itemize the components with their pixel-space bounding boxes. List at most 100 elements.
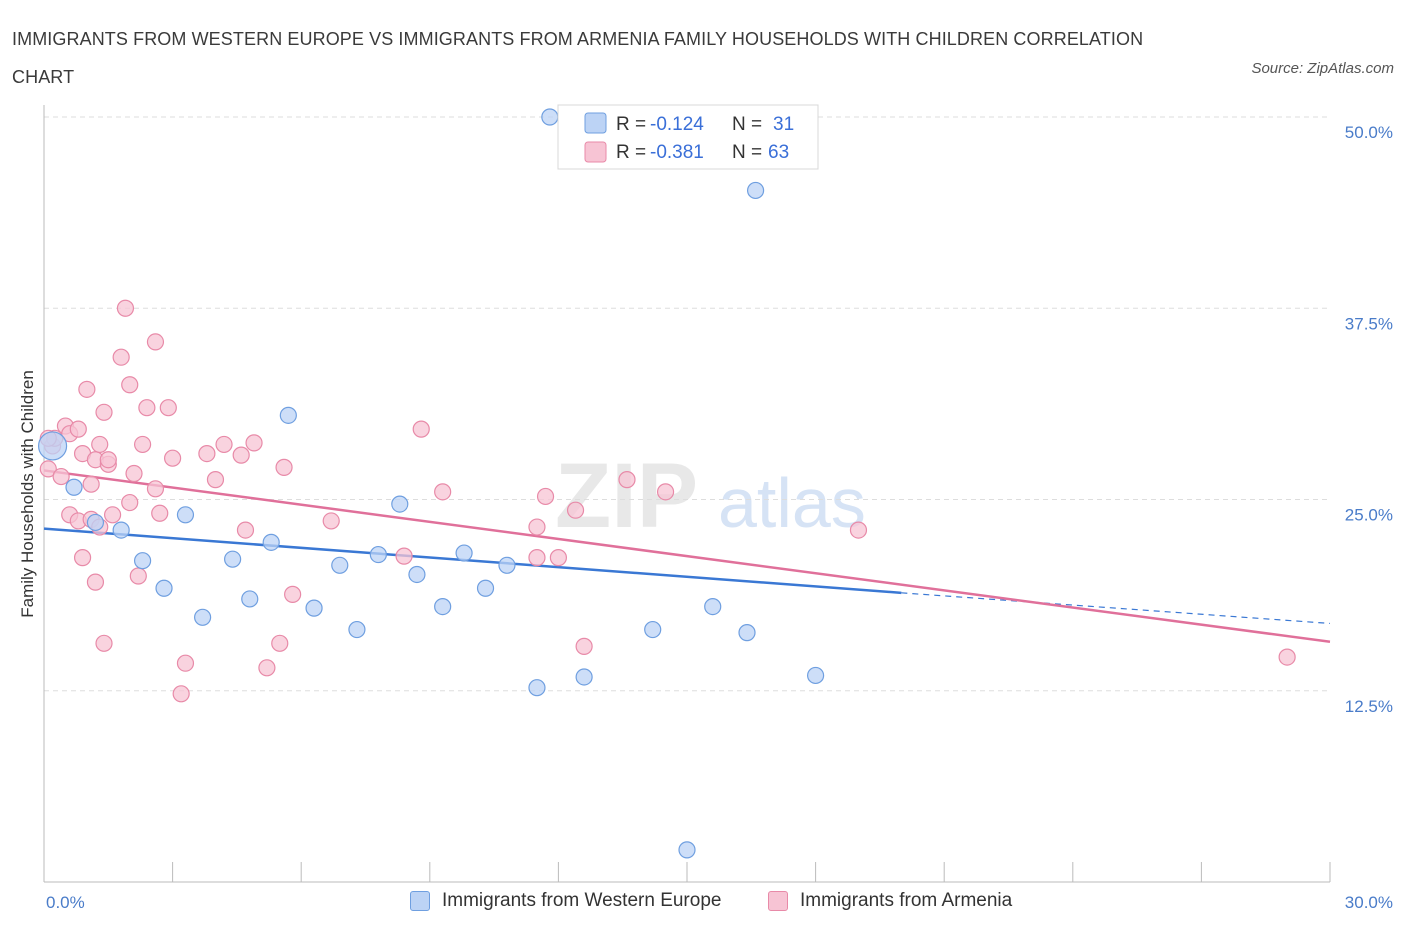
y-axis-title: Family Households with Children <box>18 370 37 618</box>
data-point-blue <box>528 679 546 697</box>
data-point-pink <box>121 376 139 394</box>
data-point-pink <box>95 634 113 652</box>
data-point-blue <box>408 565 426 584</box>
data-point-blue <box>262 533 280 551</box>
data-point-blue <box>279 406 297 424</box>
data-point-pink <box>121 493 139 512</box>
data-point-pink <box>103 506 122 524</box>
data-point-pink <box>198 445 216 463</box>
data-point-blue <box>738 624 756 642</box>
data-point-pink <box>566 501 585 519</box>
data-point-pink <box>1278 648 1296 666</box>
watermark-zip: ZIP <box>555 445 698 547</box>
data-point-pink <box>536 487 555 506</box>
source-label: Source: ZipAtlas.com <box>1251 60 1394 77</box>
data-point-pink <box>91 435 109 454</box>
data-point-blue <box>369 545 387 564</box>
data-point-pink <box>206 471 225 489</box>
data-point-pink <box>549 549 568 567</box>
series-legend: Immigrants from Western Europe Immigrant… <box>0 888 1406 918</box>
legend-swatch-armenia <box>768 891 788 911</box>
data-point-pink <box>412 420 430 438</box>
data-point-pink <box>95 403 113 421</box>
data-point-pink <box>849 521 868 539</box>
data-point-pink <box>39 460 57 478</box>
legend-swatch-western-europe <box>410 891 430 911</box>
data-point-pink <box>133 435 152 454</box>
data-point-pink <box>618 471 636 489</box>
data-point-pink <box>151 504 169 522</box>
data-point-pink <box>395 547 413 565</box>
data-point-blue <box>305 599 323 617</box>
x-ticks <box>43 862 1331 882</box>
data-point-blue <box>112 521 130 539</box>
data-point-blue <box>37 431 68 461</box>
data-point-pink <box>112 348 130 366</box>
data-point-pink <box>82 475 100 493</box>
data-point-pink <box>575 637 593 655</box>
data-point-pink <box>172 685 190 703</box>
data-point-pink <box>528 549 546 567</box>
legend-label-western-europe: Immigrants from Western Europe <box>442 890 722 911</box>
data-point-pink <box>125 464 143 483</box>
legend-n-label-pink: N = <box>732 142 762 163</box>
legend-item-armenia: Immigrants from Armenia <box>768 890 1012 912</box>
data-point-pink <box>86 573 105 591</box>
data-point-blue <box>155 579 173 597</box>
watermark: ZIP atlas <box>555 445 866 547</box>
data-point-pink <box>245 434 263 452</box>
data-point-pink <box>434 483 452 501</box>
y-tick-label: 50.0% <box>1345 123 1393 142</box>
data-point-blue <box>331 556 349 574</box>
data-point-pink <box>138 399 156 417</box>
legend-r-label-blue: R = <box>616 114 646 135</box>
data-point-blue <box>678 841 696 859</box>
legend-n-value-pink: 63 <box>768 142 789 163</box>
data-point-blue <box>348 620 366 639</box>
legend-swatch-blue <box>584 112 607 134</box>
data-point-pink <box>69 420 87 438</box>
data-point-pink <box>275 458 293 476</box>
data-point-blue <box>704 597 722 616</box>
data-point-pink <box>215 435 233 454</box>
data-point-pink <box>258 659 276 677</box>
data-point-blue <box>644 620 662 639</box>
data-point-pink <box>176 654 195 672</box>
x-tick-label-max: 30.0% <box>1345 893 1393 912</box>
data-point-pink <box>129 567 147 585</box>
data-point-pink <box>73 549 92 567</box>
legend-swatch-pink <box>584 141 607 163</box>
y-tick-label: 37.5% <box>1345 314 1393 333</box>
data-point-blue <box>176 506 195 524</box>
data-point-pink <box>146 333 165 351</box>
data-point-blue <box>86 513 105 532</box>
legend-r-value-pink: -0.381 <box>650 142 704 163</box>
data-point-blue <box>224 550 242 568</box>
gridlines <box>44 116 1330 692</box>
legend-r-label-pink: R = <box>616 142 646 163</box>
data-point-pink <box>284 585 302 603</box>
legend-n-value-blue: 31 <box>773 114 794 135</box>
data-point-pink <box>99 451 117 469</box>
y-tick-label: 12.5% <box>1345 697 1393 716</box>
data-point-blue <box>194 608 212 626</box>
data-point-blue <box>65 478 83 496</box>
data-point-blue <box>575 668 593 686</box>
trend-lines <box>43 469 1331 644</box>
data-point-blue <box>806 666 825 685</box>
data-point-pink <box>322 512 340 530</box>
correlation-legend: R = -0.124 N = 31 R = -0.381 N = 63 <box>557 104 819 170</box>
data-point-blue <box>133 552 152 570</box>
data-point-pink <box>116 299 135 317</box>
trend-line-blue <box>43 527 902 595</box>
y-tick-label: 25.0% <box>1345 506 1393 525</box>
data-point-pink <box>78 380 96 398</box>
data-point-pink <box>271 634 289 652</box>
data-point-pink <box>528 518 546 536</box>
data-point-pink <box>146 480 165 498</box>
x-tick-label-min: 0.0% <box>46 893 85 912</box>
data-point-pink <box>656 483 675 501</box>
chart-title: IMMIGRANTS FROM WESTERN EUROPE VS IMMIGR… <box>12 29 1144 87</box>
data-point-blue <box>434 597 452 616</box>
